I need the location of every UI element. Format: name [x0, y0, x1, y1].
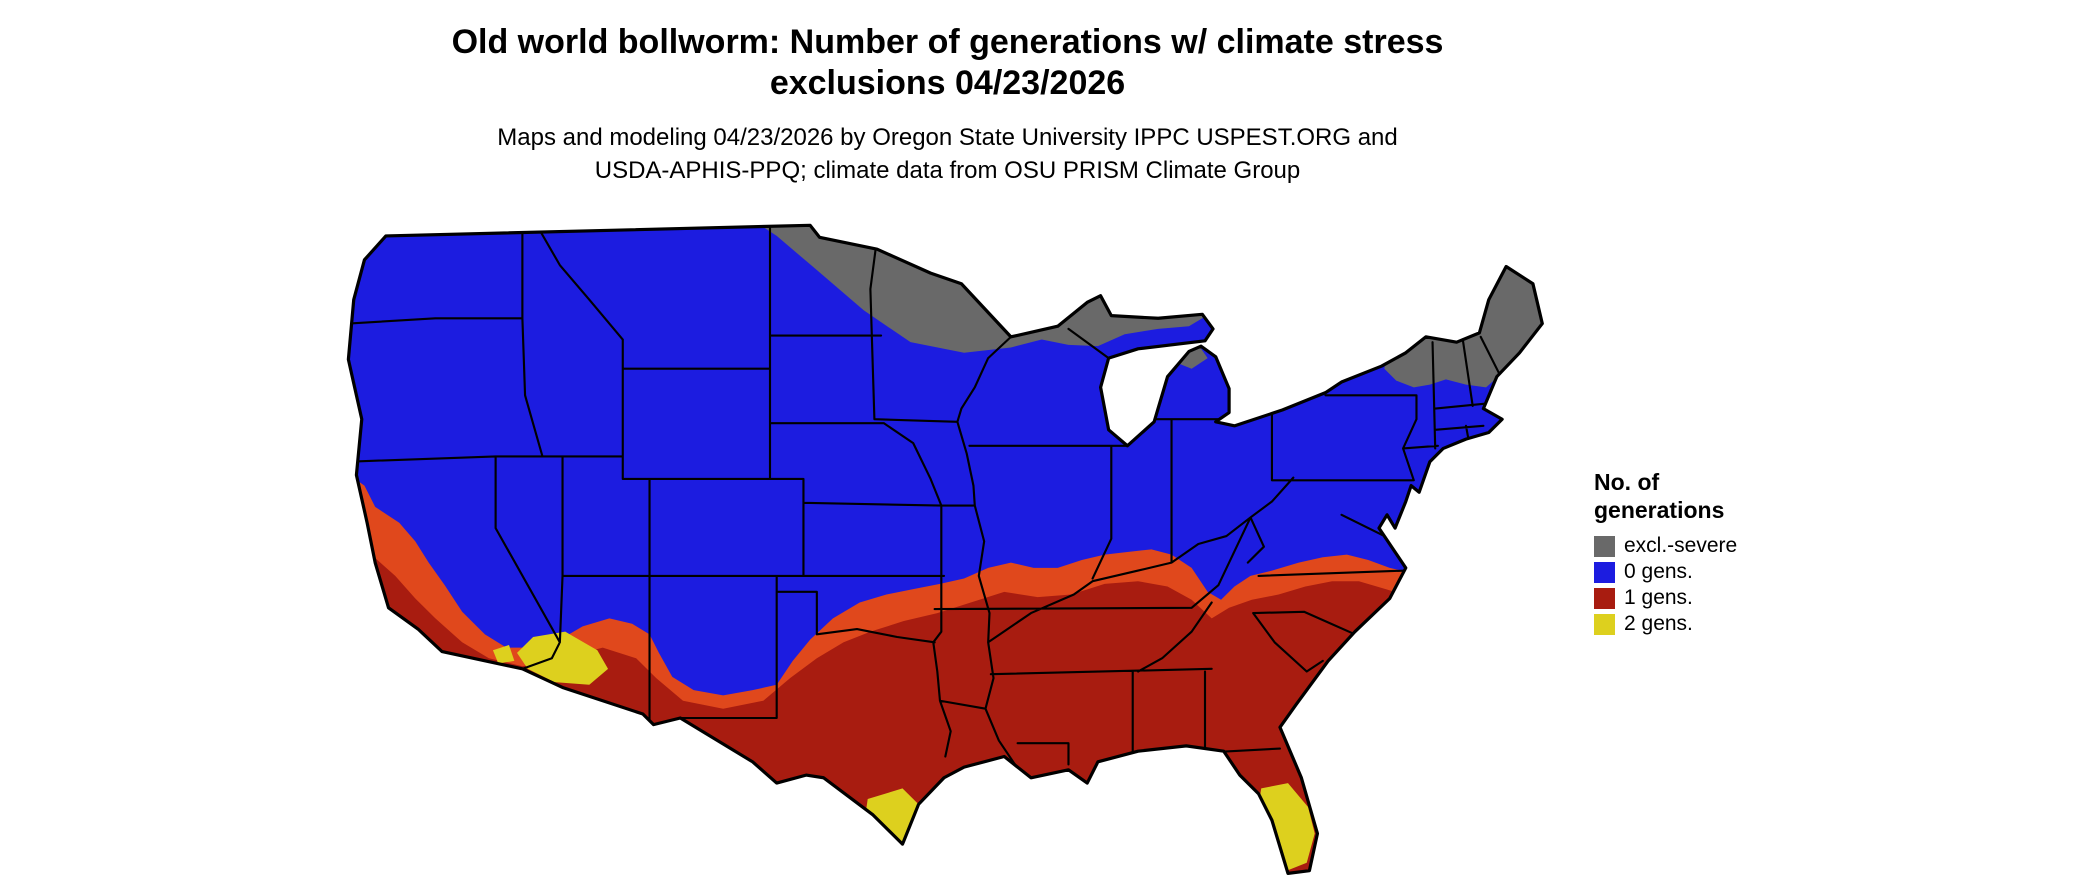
region-excl-severe-northeast [1384, 265, 1543, 388]
legend-title-line-1: No. of [1594, 469, 1660, 495]
legend-item-2-gens: 2 gens. [1594, 611, 1737, 637]
region-2-gens-arizona [517, 631, 609, 685]
legend-item-1-gen: 1 gens. [1594, 585, 1737, 611]
legend-label-1-gen: 1 gens. [1624, 586, 1693, 609]
title-line-2: exclusions 04/23/2026 [769, 64, 1126, 102]
state-borders [348, 226, 1501, 766]
legend-label-0-gens: 0 gens. [1624, 560, 1693, 583]
legend: No. of generations excl.-severe 0 gens. … [1594, 468, 1737, 637]
legend-swatch-excl-severe [1594, 535, 1615, 557]
legend-swatch-1-gen [1594, 587, 1615, 609]
legend-swatch-0-gens [1594, 561, 1615, 583]
title-line-1: Old world bollworm: Number of generation… [451, 23, 1444, 61]
region-2-gens-florida-keys-1 [1266, 877, 1273, 884]
legend-label-2-gens: 2 gens. [1624, 612, 1693, 635]
subtitle-line-2: USDA-APHIS-PPQ; climate data from OSU PR… [594, 157, 1301, 184]
region-2-gens-florida-keys-2 [1279, 879, 1286, 884]
figure-title: Old world bollworm: Number of generation… [0, 22, 1895, 104]
region-2-gens-south-florida [1257, 783, 1315, 871]
subtitle-line-1: Maps and modeling 04/23/2026 by Oregon S… [497, 124, 1398, 151]
legend-item-excl-severe: excl.-severe [1594, 533, 1737, 559]
legend-title: No. of generations [1594, 468, 1737, 524]
legend-label-excl-severe: excl.-severe [1624, 534, 1738, 557]
figure-subtitle: Maps and modeling 04/23/2026 by Oregon S… [0, 121, 1895, 187]
legend-swatch-2-gens [1594, 613, 1615, 635]
legend-item-0-gens: 0 gens. [1594, 559, 1737, 585]
region-2-gens-imperial-valley [492, 644, 515, 664]
us-map [346, 223, 1544, 884]
legend-title-line-2: generations [1594, 497, 1725, 523]
